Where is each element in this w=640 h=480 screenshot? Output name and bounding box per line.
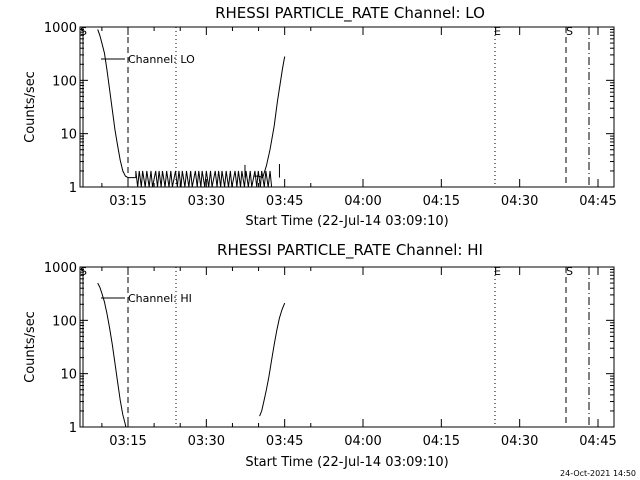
y-tick-label: 1 (69, 421, 77, 436)
x-tick-label: 03:15 (109, 194, 146, 209)
bottom-legend-label: Channel: HI (128, 292, 192, 305)
vertical-marker-label: E (494, 265, 501, 278)
x-tick-label: 03:45 (266, 434, 303, 449)
bottom-x-axis-label: Start Time (22-Jul-14 03:09:10) (245, 455, 448, 470)
vertical-marker-label: S (80, 265, 87, 278)
bottom-x-axis: 03:15 03:30 03:45 04:00 04:15 04:30 04:45 (101, 267, 617, 449)
y-tick-label: 10 (60, 368, 77, 383)
series-noise-line (135, 170, 273, 188)
top-x-axis: 03:15 03:30 03:45 04:00 04:15 04:30 04:45 (101, 27, 617, 209)
top-y-axis-label: Counts/sec (23, 71, 38, 143)
vertical-marker-label: E (494, 25, 501, 38)
bottom-panel: RHESSI PARTICLE_RATE Channel: HI 1101001… (23, 241, 617, 470)
top-x-axis-label: Start Time (22-Jul-14 03:09:10) (245, 214, 448, 229)
top-chart-title: RHESSI PARTICLE_RATE Channel: LO (215, 4, 485, 23)
bottom-y-axis: 1 10 100 1000 (44, 261, 614, 436)
x-tick-label: 04:00 (344, 434, 381, 449)
top-series-group (97, 29, 286, 188)
series-line (97, 282, 127, 428)
bottom-series-group (97, 282, 286, 428)
x-tick-label: 04:45 (579, 434, 616, 449)
top-y-axis: 1 10 100 1000 (44, 21, 614, 196)
series-line (259, 302, 286, 417)
y-tick-label: 1000 (44, 261, 77, 276)
top-legend-label: Channel: LO (128, 53, 195, 66)
y-tick-label: 100 (52, 314, 77, 329)
y-tick-label: 1000 (44, 21, 77, 36)
timestamp-footer: 24-Oct-2021 14:50 (560, 469, 636, 478)
bottom-chart-title: RHESSI PARTICLE_RATE Channel: HI (217, 241, 483, 260)
x-tick-label: 03:45 (266, 194, 303, 209)
series-line (253, 56, 286, 179)
x-tick-label: 03:15 (109, 434, 146, 449)
y-tick-label: 100 (52, 74, 77, 89)
x-tick-label: 04:15 (423, 194, 460, 209)
x-tick-label: 04:30 (501, 194, 538, 209)
x-tick-label: 03:30 (188, 194, 225, 209)
x-tick-label: 03:30 (188, 434, 225, 449)
vertical-marker-label: S (80, 25, 87, 38)
top-panel: RHESSI PARTICLE_RATE Channel: LO 1101001… (23, 4, 617, 229)
bottom-plot-frame (79, 266, 615, 428)
x-tick-label: 04:45 (579, 194, 616, 209)
top-plot-frame (79, 26, 615, 188)
y-tick-label: 10 (60, 128, 77, 143)
vertical-marker-label: S (566, 265, 573, 278)
x-tick-label: 04:30 (501, 434, 538, 449)
vertical-marker-label: S (566, 25, 573, 38)
bottom-y-axis-label: Counts/sec (23, 311, 38, 383)
x-tick-label: 04:15 (423, 434, 460, 449)
x-tick-label: 04:00 (344, 194, 381, 209)
y-tick-label: 1 (69, 181, 77, 196)
series-line (97, 29, 136, 179)
